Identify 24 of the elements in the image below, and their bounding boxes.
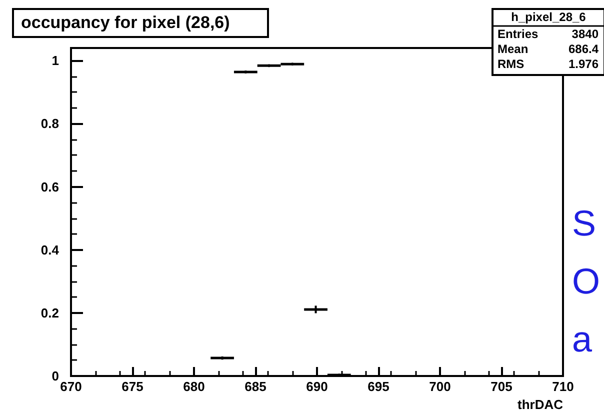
text: a	[572, 318, 593, 360]
y-tick-label: 0.4	[40, 242, 60, 258]
y-tick-label: 0.2	[40, 305, 59, 320]
x-tick-label: 710	[552, 379, 574, 394]
text: h_pixel_28_6	[511, 10, 586, 24]
x-tick-label: 670	[60, 379, 82, 394]
x-tick-label: 680	[183, 379, 205, 394]
text: O	[572, 260, 600, 302]
text: Entries 3840	[498, 27, 598, 41]
x-tick-label: 695	[368, 379, 390, 394]
y-tick-label: 1	[52, 53, 59, 68]
x-tick-label: 705	[490, 379, 512, 394]
y-tick-label: 0.6	[40, 179, 59, 194]
text: S	[572, 202, 596, 244]
x-tick-label: 700	[429, 379, 451, 394]
text: Mean 686.4	[498, 42, 598, 56]
y-tick-label: 0.8	[40, 116, 59, 132]
text: RMS 1.976	[498, 57, 598, 71]
x-axis-title: thrDAC	[518, 397, 564, 411]
x-tick-label: 690	[306, 379, 328, 394]
x-tick-label: 675	[122, 379, 144, 394]
y-tick-label: 0	[52, 368, 59, 384]
chart-title: occupancy for pixel (28,6)	[21, 13, 230, 32]
x-tick-label: 685	[244, 379, 266, 394]
